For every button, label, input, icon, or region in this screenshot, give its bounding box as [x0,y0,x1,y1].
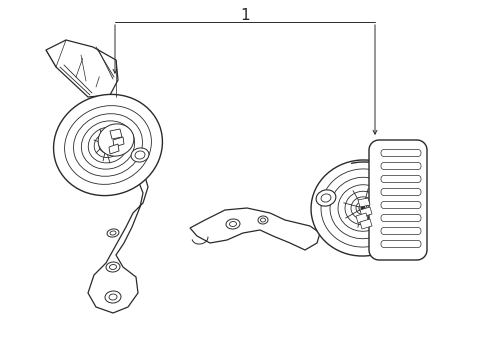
Ellipse shape [316,190,336,206]
Ellipse shape [98,124,134,156]
Polygon shape [381,149,421,157]
Polygon shape [46,40,118,97]
Ellipse shape [226,219,240,229]
Polygon shape [356,213,368,223]
Polygon shape [381,162,421,170]
Ellipse shape [106,262,120,272]
Polygon shape [381,215,421,221]
Ellipse shape [131,148,149,162]
Ellipse shape [105,291,121,303]
Polygon shape [113,137,124,147]
Polygon shape [381,228,421,234]
Ellipse shape [361,206,365,210]
Ellipse shape [107,229,119,237]
Polygon shape [88,167,148,313]
Polygon shape [369,140,427,260]
Polygon shape [110,129,122,139]
Polygon shape [190,208,320,250]
Ellipse shape [53,94,163,195]
Polygon shape [358,198,370,207]
Ellipse shape [258,216,268,224]
Ellipse shape [311,160,415,256]
Text: 1: 1 [240,8,250,23]
Polygon shape [360,219,372,229]
Polygon shape [381,240,421,248]
Polygon shape [381,202,421,208]
Ellipse shape [359,204,367,212]
Polygon shape [381,176,421,183]
Polygon shape [381,189,421,195]
Polygon shape [360,207,372,217]
Polygon shape [109,144,119,154]
